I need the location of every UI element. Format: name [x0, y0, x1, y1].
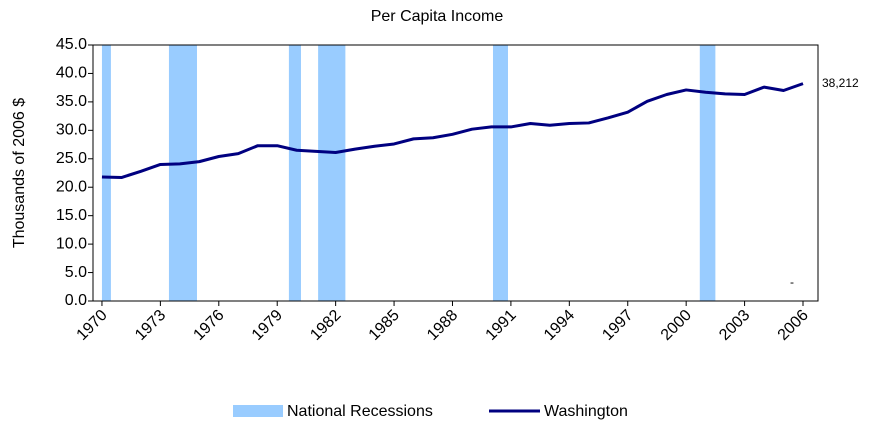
- recession-bar: [168, 45, 197, 301]
- x-tick-label: 1982: [307, 307, 344, 344]
- legend-swatch: [233, 405, 283, 417]
- x-tick-label: 1976: [190, 307, 227, 344]
- y-tick-label: 15.0: [56, 207, 87, 224]
- y-tick-label: 25.0: [56, 150, 87, 167]
- data-label: 38,212: [822, 76, 859, 90]
- plot-border: [92, 44, 819, 302]
- line: [101, 82, 804, 180]
- recession-bar: [288, 45, 301, 301]
- x-tick-label: 1997: [599, 307, 636, 344]
- legend-label: Washington: [544, 403, 628, 420]
- y-tick-label: 45.0: [56, 36, 87, 53]
- y-axis-label: Thousands of 2006 $: [11, 98, 28, 248]
- recession-bar: [101, 45, 111, 301]
- y-tick-label: 35.0: [56, 93, 87, 110]
- chart-title: Per Capita Income: [371, 8, 504, 25]
- x-tick-label: 1970: [74, 307, 111, 344]
- y-tick-label: 40.0: [56, 65, 87, 82]
- x-tick-label: 1979: [249, 307, 286, 344]
- x-tick-label: 2003: [716, 307, 753, 344]
- legend-label: National Recessions: [287, 403, 433, 420]
- x-tick-label: 1973: [132, 307, 169, 344]
- x-tick-label: 2006: [775, 307, 812, 344]
- y-tick-label: 0.0: [65, 292, 87, 309]
- y-tick-label: 20.0: [56, 178, 87, 195]
- y-tick-label: 5.0: [65, 264, 87, 281]
- x-tick-label: 2000: [658, 307, 695, 344]
- x-tick-label: 1985: [366, 307, 403, 344]
- x-tick-label: 1988: [424, 307, 461, 344]
- recession-bar: [318, 45, 346, 301]
- y-tick-label: 10.0: [56, 235, 87, 252]
- x-tick-label: 1991: [483, 307, 520, 344]
- x-tick-label: 1994: [541, 307, 578, 344]
- annotation: -: [790, 275, 794, 289]
- y-tick-label: 30.0: [56, 122, 87, 139]
- recession-bar: [492, 45, 508, 301]
- recession-bar: [699, 45, 716, 301]
